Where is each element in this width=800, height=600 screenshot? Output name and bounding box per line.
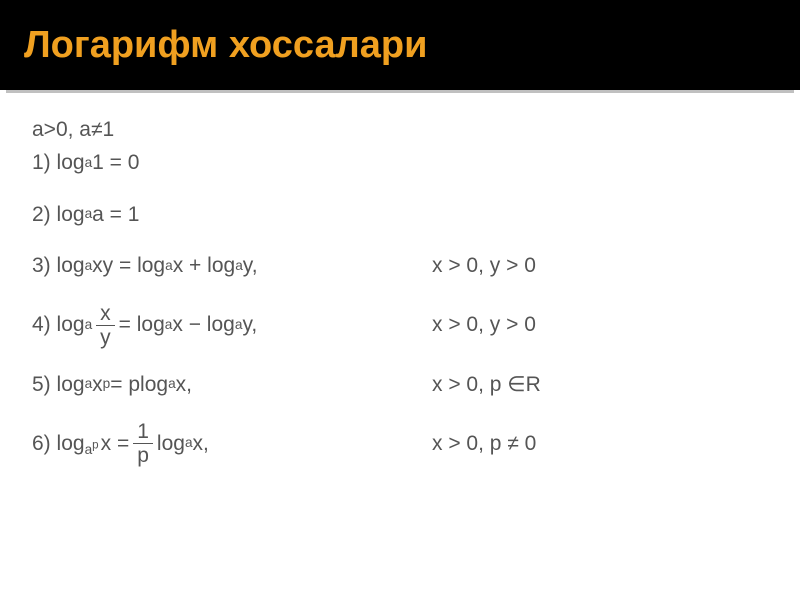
part: = log <box>119 310 165 339</box>
log-text: log <box>57 200 85 229</box>
part: log <box>57 310 85 339</box>
rule-num: 4) <box>32 310 51 339</box>
rule-2: 2) logaa = 1 <box>32 200 768 229</box>
part: log <box>57 429 85 458</box>
rule-3-condition: x > 0, y > 0 <box>432 251 768 280</box>
part: xy = log <box>92 251 165 280</box>
sub-with-sup: ap <box>85 440 99 459</box>
part: = plog <box>110 370 168 399</box>
part: log <box>157 429 185 458</box>
part: y, <box>242 310 257 339</box>
frac-den: p <box>133 443 153 466</box>
rule-3: 3) logaxy = logax + logay, x > 0, y > 0 <box>32 251 768 280</box>
rule-1: 1) loga1 = 0 <box>32 148 768 177</box>
rule-5: 5) logaxp = plogax, x > 0, p ∈R <box>32 370 768 399</box>
rule-5-formula: 5) logaxp = plogax, <box>32 370 432 399</box>
precondition-row: a>0, a≠1 <box>32 115 768 144</box>
subsup: p <box>92 438 98 451</box>
rule-3-formula: 3) logaxy = logax + logay, <box>32 251 432 280</box>
base: x <box>92 370 103 399</box>
part: x, <box>193 429 209 458</box>
fraction: 1 p <box>133 421 153 466</box>
rule-num: 1) <box>32 148 51 177</box>
slide-title: Логарифм хоссалари <box>24 24 427 67</box>
rule-num: 6) <box>32 429 51 458</box>
rule-1-formula: 1) loga1 = 0 <box>32 148 432 177</box>
frac-num: x <box>96 303 115 325</box>
part: x + log <box>173 251 235 280</box>
rule-rest: a = 1 <box>92 200 139 229</box>
rule-rest: 1 = 0 <box>92 148 139 177</box>
rule-6: 6) logap x = 1 p logax, x > 0, p ≠ 0 <box>32 421 768 466</box>
part: x, <box>176 370 192 399</box>
rule-6-condition: x > 0, p ≠ 0 <box>432 429 768 458</box>
rule-num: 5) <box>32 370 51 399</box>
rule-4-condition: x > 0, y > 0 <box>432 310 768 339</box>
rule-6-formula: 6) logap x = 1 p logax, <box>32 421 432 466</box>
rule-5-condition: x > 0, p ∈R <box>432 370 768 399</box>
precondition-text: a>0, a≠1 <box>32 115 432 144</box>
slide-header: Логарифм хоссалари <box>0 0 800 90</box>
rule-num: 2) <box>32 200 51 229</box>
rule-num: 3) <box>32 251 51 280</box>
rule-2-formula: 2) logaa = 1 <box>32 200 432 229</box>
content-area: a>0, a≠1 1) loga1 = 0 2) logaa = 1 3) lo… <box>0 93 800 510</box>
fraction: x y <box>96 303 115 348</box>
log-text: log <box>57 148 85 177</box>
part: x = <box>101 429 130 458</box>
rule-4: 4) loga x y = logax − logay, x > 0, y > … <box>32 303 768 348</box>
rule-4-formula: 4) loga x y = logax − logay, <box>32 303 432 348</box>
part: log <box>57 251 85 280</box>
frac-num: 1 <box>133 421 153 443</box>
frac-den: y <box>96 325 115 348</box>
part: log <box>57 370 85 399</box>
part: y, <box>243 251 258 280</box>
part: x − log <box>172 310 234 339</box>
